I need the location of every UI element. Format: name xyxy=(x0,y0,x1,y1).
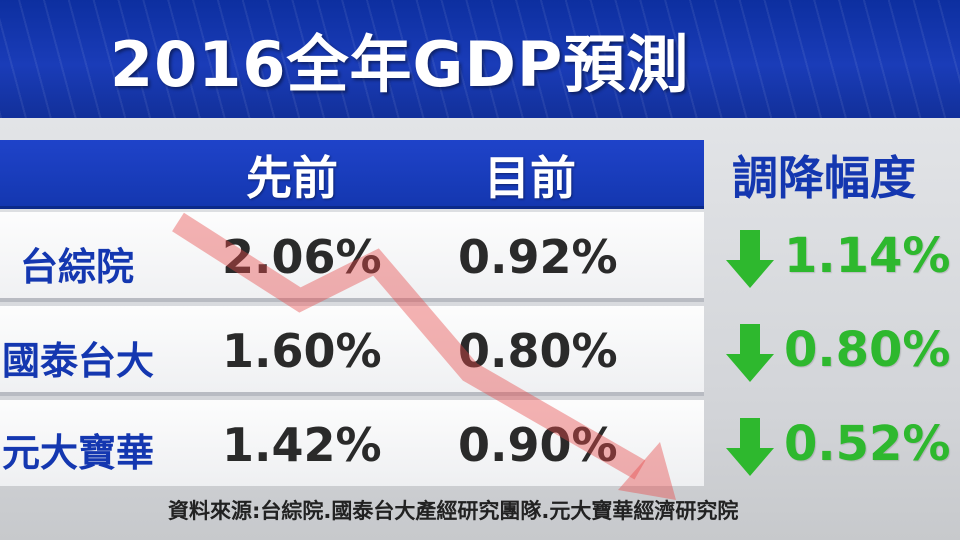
institution-label: 元大寶華 xyxy=(2,431,155,475)
title-banner: 2016全年GDP預測 xyxy=(0,0,960,118)
source-caption: 資料來源:台綜院.國泰台大產經研究團隊.元大寶華經濟研究院 xyxy=(168,499,739,523)
previous-value: 1.60% xyxy=(222,324,382,378)
page-title: 2016全年GDP預測 xyxy=(110,28,690,101)
change-value: 1.14% xyxy=(784,228,951,284)
down-arrow-icon xyxy=(726,324,774,382)
current-value: 0.92% xyxy=(458,230,618,284)
col-header-previous: 先前 xyxy=(246,151,338,205)
institution-label: 國泰台大 xyxy=(2,339,155,383)
table-row xyxy=(0,212,704,298)
down-arrow-icon xyxy=(726,418,774,476)
change-value: 0.80% xyxy=(784,322,951,378)
col-header-change: 調降幅度 xyxy=(732,151,916,205)
row-divider xyxy=(0,392,704,396)
current-value: 0.80% xyxy=(458,324,618,378)
table-row xyxy=(0,400,704,486)
table-header-bar xyxy=(0,140,704,209)
row-divider xyxy=(0,298,704,302)
down-arrow-icon xyxy=(726,230,774,288)
previous-value: 1.42% xyxy=(222,418,382,472)
previous-value: 2.06% xyxy=(222,230,382,284)
col-header-current: 目前 xyxy=(484,151,576,205)
institution-label: 台綜院 xyxy=(20,245,135,289)
table-row xyxy=(0,306,704,392)
change-value: 0.52% xyxy=(784,416,951,472)
current-value: 0.90% xyxy=(458,418,618,472)
